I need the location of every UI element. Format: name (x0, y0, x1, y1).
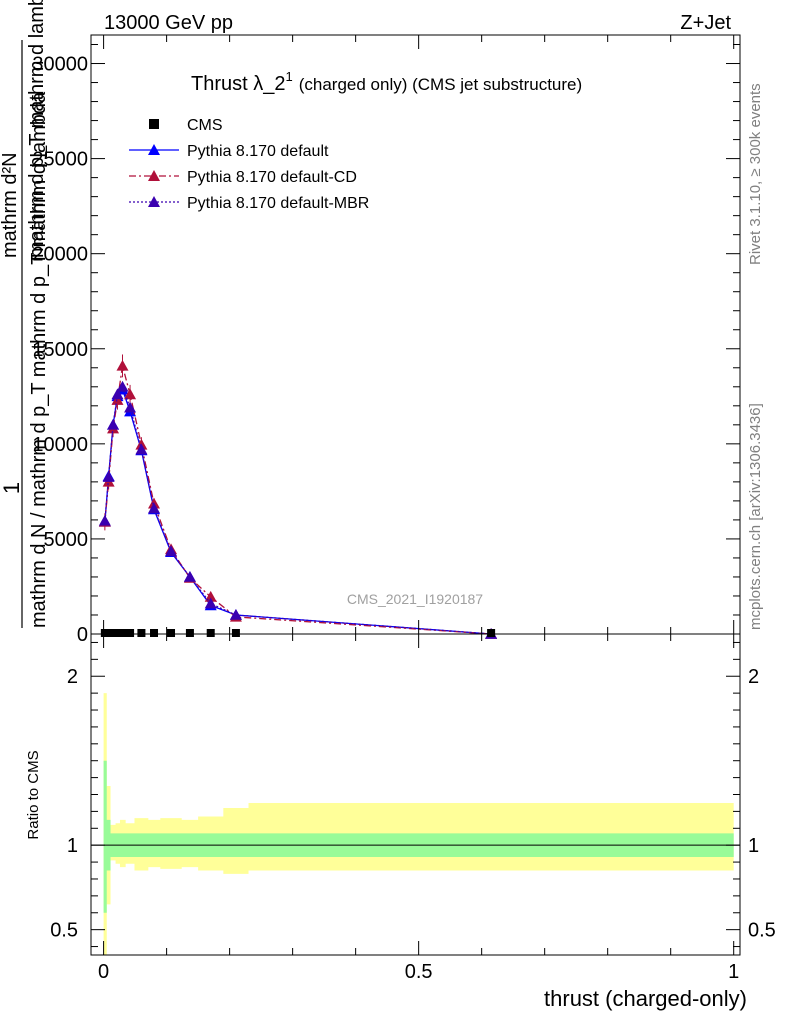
y-axis-label: 1 mathrm d N / mathrm d p_T mathrm d p_T… (0, 0, 50, 628)
uncertainty-band-inner (103, 760, 734, 913)
cms-data-point (206, 629, 215, 637)
x-tick-label: 0 (98, 961, 109, 983)
legend-entry: Pythia 8.170 default-MBR (129, 195, 369, 212)
legend: CMS Pythia 8.170 default Pythia 8.170 defa… (129, 117, 369, 212)
y-axis-label-numerator: 1 (0, 482, 24, 494)
y-tick-label: 5000 (44, 529, 89, 551)
cms-data-point (113, 629, 122, 637)
cms-data-point (126, 629, 135, 637)
legend-marker (148, 144, 160, 155)
ratio-y-tick-label-right: 1 (748, 835, 759, 857)
legend-label: Pythia 8.170 default-CD (187, 169, 357, 186)
main-plot: 0 5000 10000 15000 20000 25000 30000 CMS_2021_… (0, 0, 741, 646)
y-axis-label-denominator: mathrm d N / mathrm d p_T mathrm d p_T m… (28, 91, 50, 628)
plot-title-sup: 1 (285, 69, 292, 84)
legend-marker (148, 196, 160, 207)
mcplots-label: mcplots.cern.ch [arXiv:1306.3436] (747, 403, 764, 630)
data-point (183, 570, 196, 582)
data-point (148, 502, 161, 514)
ratio-y-tick-label: 1 (67, 835, 78, 857)
ratio-y-tick-label: 0.5 (50, 920, 78, 942)
ratio-plot: 0.5 0.51 12 2 0 0.5 1 Ratio to CMS (25, 633, 776, 983)
data-point (111, 394, 124, 405)
x-tick-label: 1 (728, 961, 739, 983)
data-point (165, 545, 178, 557)
data-point (102, 471, 115, 482)
data-point (107, 418, 120, 430)
y-tick-label: 30000 (32, 54, 88, 76)
legend-entry: Pythia 8.170 default (129, 143, 329, 160)
legend-entry: CMS (149, 117, 223, 134)
cms-data-point (109, 629, 118, 637)
data-point (124, 401, 137, 413)
uncertainty-band-outer (103, 693, 734, 955)
y-tick-label: 20000 (32, 244, 88, 266)
cms-data-point (167, 629, 176, 637)
legend-entry: Pythia 8.170 default-CD (129, 169, 357, 186)
data-point (204, 597, 217, 609)
legend-marker (148, 170, 160, 181)
y-tick-label: 15000 (32, 339, 88, 361)
data-point (124, 388, 137, 400)
data-point (98, 514, 111, 526)
cms-data-point (487, 629, 496, 637)
ratio-y-tick-label: 2 (67, 666, 78, 688)
cms-data-point (137, 629, 146, 637)
plot-title-main: Thrust λ_2 (191, 73, 285, 95)
ratio-plot-content (91, 693, 740, 955)
energy-label: 13000 GeV pp (104, 12, 233, 34)
ratio-y-tick-label-right: 2 (748, 666, 759, 688)
plot-title-rest: (charged only) (CMS jet substructure) (299, 75, 582, 94)
data-point (116, 380, 129, 392)
main-x-ticks (103, 35, 735, 634)
cms-data-point (118, 629, 127, 637)
cms-data-point (150, 629, 159, 637)
rivet-label: Rivet 3.1.10, ≥ 300k events (747, 83, 764, 265)
ratio-y-ticks: 0.5 0.5 1 1 2 2 (50, 641, 776, 948)
cms-data-point (104, 629, 113, 637)
y-tick-label: 10000 (32, 434, 88, 456)
y-axis-label-d2n: mathrm d²N (0, 152, 21, 258)
main-plot-content (98, 354, 498, 639)
y-tick-label: 25000 (32, 149, 88, 171)
legend-marker (149, 119, 159, 129)
data-point (229, 608, 242, 620)
data-point (116, 359, 129, 371)
x-tick-label: 0.5 (405, 961, 433, 983)
legend-label: CMS (187, 117, 223, 134)
ratio-x-ticks: 0 0.5 1 (98, 634, 739, 983)
ratio-plot-frame (90, 633, 741, 956)
data-point (135, 443, 148, 455)
x-axis-label: thrust (charged-only) (544, 986, 747, 1011)
y-tick-label: 0 (77, 624, 88, 646)
data-point (111, 388, 124, 400)
ratio-y-axis-label: Ratio to CMS (25, 750, 42, 839)
cms-data-point (231, 629, 240, 637)
cms-data-point (185, 629, 194, 637)
plot-title: Thrust λ_21 (charged only) (CMS jet subst… (191, 69, 582, 95)
process-label: Z+Jet (680, 12, 731, 34)
ratio-y-tick-label-right: 0.5 (748, 920, 776, 942)
y-axis-label-dpt-dlambda: mathrm d p_T mathrm d lambda (26, 0, 48, 258)
legend-label: Pythia 8.170 default (187, 143, 329, 160)
legend-label: Pythia 8.170 default-MBR (187, 195, 369, 212)
main-y-ticks: 0 5000 10000 15000 20000 25000 30000 (32, 44, 740, 646)
watermark: CMS_2021_I1920187 (347, 591, 483, 607)
